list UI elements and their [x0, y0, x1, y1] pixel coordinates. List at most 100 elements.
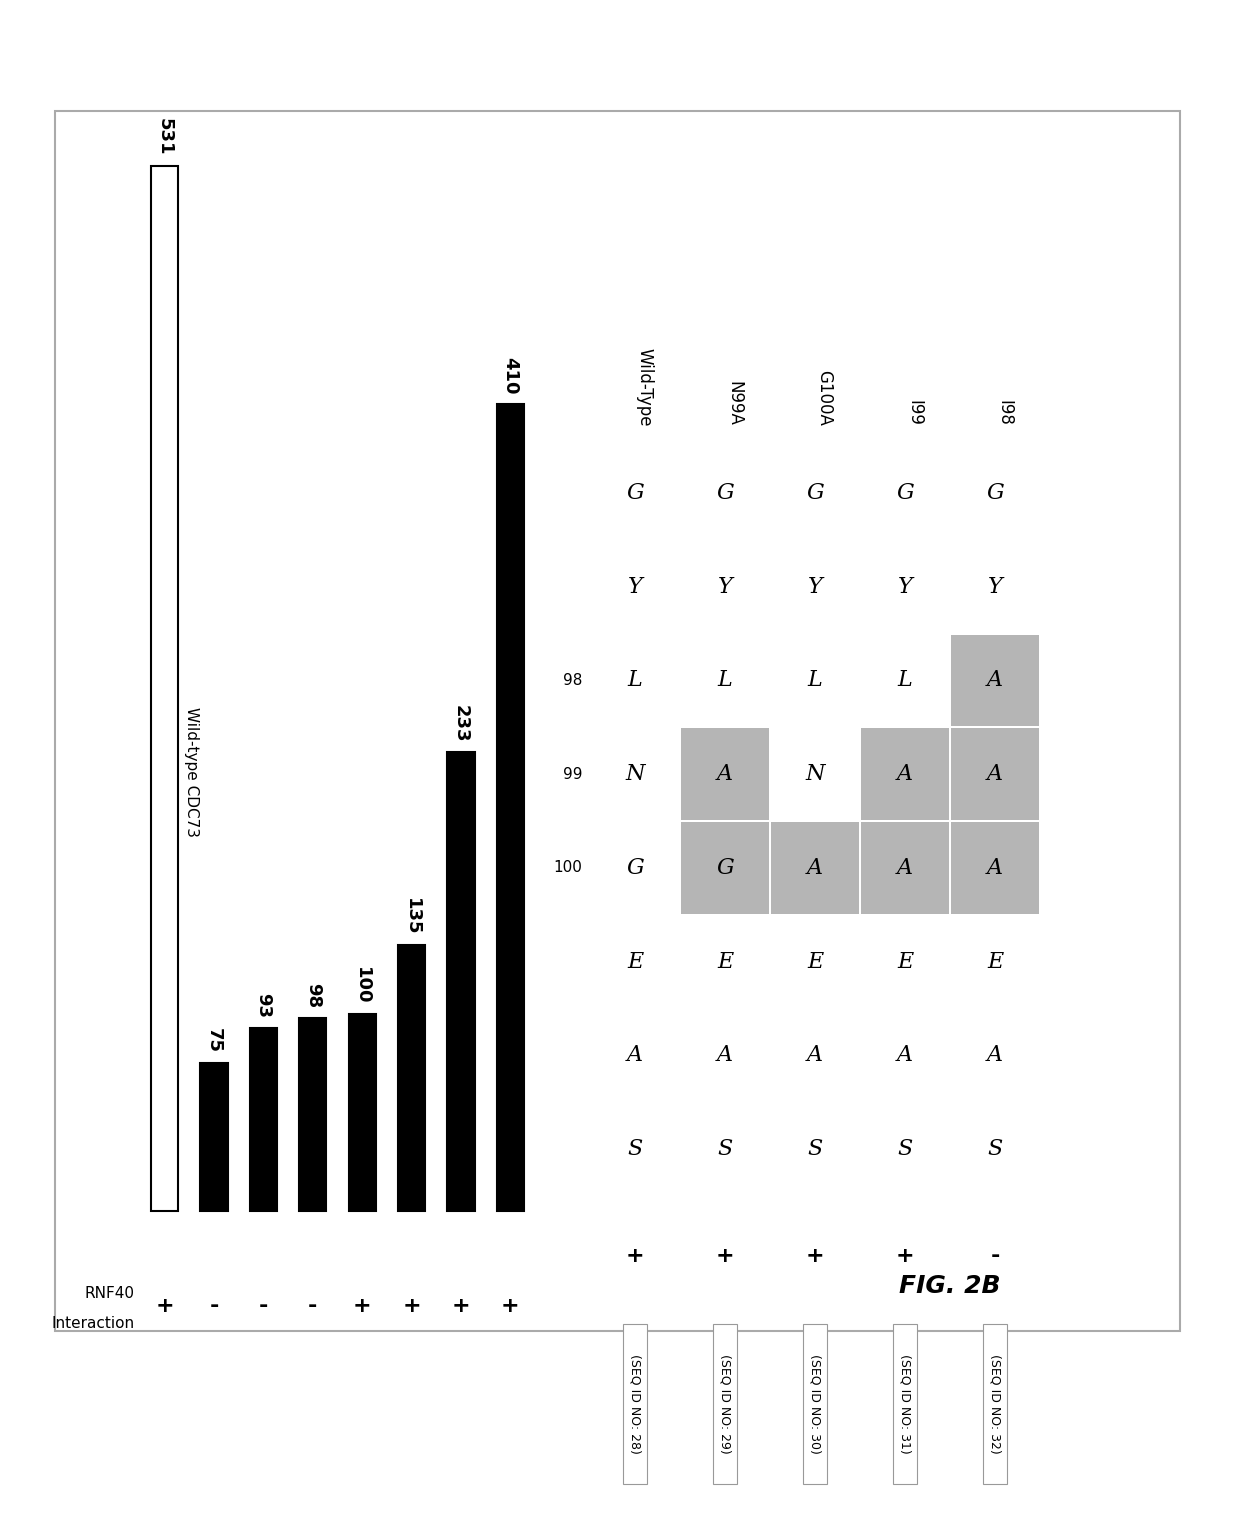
Text: Y: Y: [718, 575, 733, 598]
Bar: [861, 823, 949, 914]
Text: A: A: [717, 763, 733, 784]
Text: +: +: [353, 1296, 372, 1315]
Text: (SEQ ID NO: 31): (SEQ ID NO: 31): [899, 1354, 911, 1453]
Bar: [497, 404, 523, 1212]
Bar: [804, 1323, 827, 1483]
Text: N: N: [625, 763, 645, 784]
Text: 531: 531: [156, 119, 174, 156]
Text: -: -: [210, 1296, 218, 1315]
Text: +: +: [402, 1296, 420, 1315]
Bar: [681, 728, 769, 819]
Text: +: +: [451, 1296, 470, 1315]
Text: G: G: [897, 482, 914, 504]
Text: A: A: [897, 763, 913, 784]
Text: FIG. 2B: FIG. 2B: [899, 1274, 1001, 1299]
Text: A: A: [897, 1044, 913, 1067]
Text: +: +: [155, 1296, 174, 1315]
Text: A: A: [807, 1044, 823, 1067]
Text: S: S: [718, 1138, 733, 1160]
Text: 100: 100: [553, 861, 582, 876]
Text: A: A: [987, 670, 1003, 691]
Text: (SEQ ID NO: 29): (SEQ ID NO: 29): [718, 1354, 732, 1453]
Text: -: -: [991, 1247, 999, 1267]
Text: E: E: [987, 951, 1003, 972]
Text: Ι99: Ι99: [905, 400, 923, 426]
Text: L: L: [807, 670, 822, 691]
Bar: [55, 111, 1180, 1331]
Text: L: L: [718, 670, 733, 691]
Text: L: L: [898, 670, 913, 691]
Text: E: E: [717, 951, 733, 972]
Text: L: L: [627, 670, 642, 691]
Text: 99: 99: [563, 766, 582, 781]
Text: G: G: [717, 482, 734, 504]
Bar: [299, 1018, 326, 1212]
Text: G: G: [986, 482, 1004, 504]
Bar: [398, 945, 425, 1212]
Text: Interaction: Interaction: [52, 1315, 135, 1331]
Text: A: A: [987, 858, 1003, 879]
Text: +: +: [806, 1247, 825, 1267]
Bar: [448, 752, 475, 1212]
Text: -: -: [259, 1296, 268, 1315]
Text: G: G: [806, 482, 823, 504]
Bar: [951, 728, 1039, 819]
Bar: [713, 1323, 737, 1483]
Text: +: +: [715, 1247, 734, 1267]
Bar: [201, 1064, 228, 1212]
Bar: [983, 1323, 1007, 1483]
Bar: [951, 823, 1039, 914]
Text: E: E: [807, 951, 823, 972]
Bar: [622, 1323, 647, 1483]
Text: Y: Y: [898, 575, 913, 598]
Text: 98: 98: [563, 673, 582, 688]
Text: 233: 233: [451, 705, 470, 743]
Bar: [951, 635, 1039, 726]
Bar: [681, 823, 769, 914]
Bar: [771, 823, 859, 914]
Text: E: E: [897, 951, 913, 972]
Text: Y: Y: [987, 575, 1002, 598]
Text: (SEQ ID NO: 32): (SEQ ID NO: 32): [988, 1354, 1002, 1453]
Text: +: +: [626, 1247, 645, 1267]
Text: Y: Y: [807, 575, 822, 598]
Text: 100: 100: [353, 966, 371, 1004]
Text: 98: 98: [304, 983, 322, 1009]
Text: S: S: [627, 1138, 642, 1160]
Text: Ι98: Ι98: [994, 400, 1013, 426]
Text: N: N: [805, 763, 825, 784]
Text: 75: 75: [205, 1029, 223, 1053]
Text: +: +: [501, 1296, 520, 1315]
Text: (SEQ ID NO: 30): (SEQ ID NO: 30): [808, 1354, 821, 1453]
Text: A: A: [987, 763, 1003, 784]
Text: 410: 410: [501, 357, 520, 394]
Text: +: +: [895, 1247, 914, 1267]
Text: G: G: [717, 858, 734, 879]
Bar: [861, 728, 949, 819]
Text: G100A: G100A: [815, 371, 833, 426]
Text: (SEQ ID NO: 28): (SEQ ID NO: 28): [629, 1354, 641, 1453]
Text: A: A: [987, 1044, 1003, 1067]
Text: RNF40: RNF40: [86, 1286, 135, 1302]
Text: A: A: [627, 1044, 644, 1067]
Text: E: E: [627, 951, 644, 972]
Bar: [151, 166, 179, 1212]
Text: G: G: [626, 858, 644, 879]
Text: S: S: [807, 1138, 822, 1160]
Text: -: -: [308, 1296, 317, 1315]
Text: G: G: [626, 482, 644, 504]
Bar: [348, 1015, 376, 1212]
Text: Wild-Type: Wild-Type: [635, 348, 653, 426]
Text: A: A: [717, 1044, 733, 1067]
Text: S: S: [987, 1138, 1003, 1160]
Text: Wild-type CDC73: Wild-type CDC73: [185, 707, 200, 838]
Text: N99A: N99A: [725, 382, 743, 426]
Text: A: A: [897, 858, 913, 879]
Text: 135: 135: [403, 897, 420, 935]
Text: Y: Y: [627, 575, 642, 598]
Text: S: S: [898, 1138, 913, 1160]
Bar: [893, 1323, 918, 1483]
Bar: [249, 1029, 277, 1212]
Text: 93: 93: [254, 993, 273, 1018]
Text: A: A: [807, 858, 823, 879]
